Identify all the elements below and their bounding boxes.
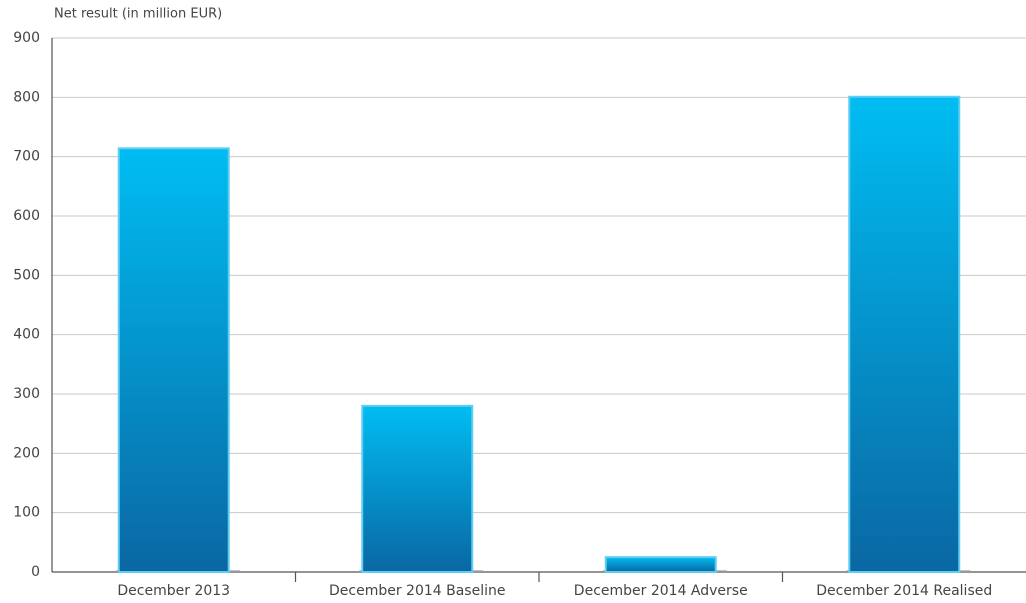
bar <box>604 556 717 574</box>
y-tick-label: 0 <box>31 564 40 580</box>
x-tick-label: December 2013 <box>117 583 230 599</box>
y-tick-label: 700 <box>13 149 40 165</box>
bar <box>117 147 230 574</box>
x-tick-label: December 2014 Baseline <box>329 583 505 599</box>
y-axis-label: Net result (in million EUR) <box>54 7 222 22</box>
y-tick-label: 100 <box>13 505 40 521</box>
y-tick-label: 500 <box>13 267 40 283</box>
y-tick-label: 400 <box>13 327 40 343</box>
x-tick-label: December 2014 Adverse <box>574 583 748 599</box>
y-tick-label: 200 <box>13 445 40 461</box>
y-tick-label: 800 <box>13 89 40 105</box>
y-tick-label: 900 <box>13 30 40 46</box>
x-tick-label: December 2014 Realised <box>816 583 992 599</box>
bar <box>848 95 961 574</box>
y-tick-label: 300 <box>13 386 40 402</box>
bar <box>361 404 474 573</box>
y-tick-label: 600 <box>13 208 40 224</box>
